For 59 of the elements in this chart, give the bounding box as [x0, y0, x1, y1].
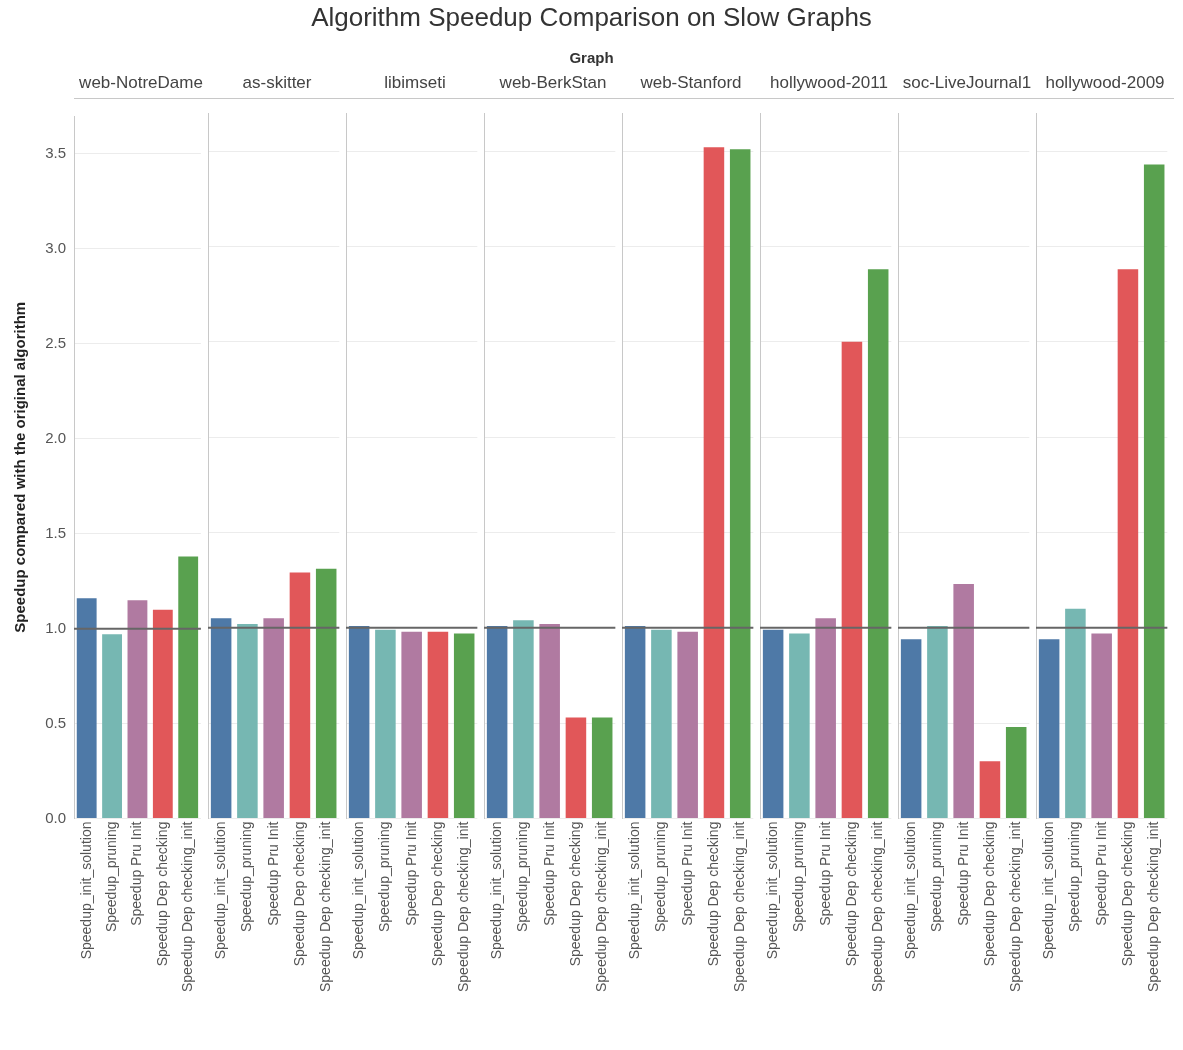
x-tick-label: Speedup_pruning: [1066, 821, 1083, 933]
x-tick-label: Speedup Dep checking: [566, 821, 583, 967]
chart-title: web-Stanford: [622, 68, 760, 99]
x-tick-label: Speedup_init_solution: [1039, 821, 1056, 960]
x-tick-label: Speedup Pru Init: [128, 821, 145, 926]
chart-title: hollywood-2011: [760, 68, 898, 99]
x-tick-label: Speedup Dep checking: [704, 821, 721, 967]
x-tick-label: Speedup Pru Init: [540, 821, 557, 926]
x-tick-label: Speedup Dep checking: [842, 821, 859, 967]
x-tick-label: Speedup Pru Init: [264, 821, 281, 926]
chart-title: web-BerkStan: [484, 68, 622, 99]
x-tick-label: Speedup Dep checking: [428, 821, 445, 967]
chart-title: hollywood-2009: [1036, 68, 1174, 99]
x-tick-label: Speedup Dep checking_init: [179, 821, 196, 993]
y-tick-label: 0.0: [45, 808, 66, 826]
x-tick-label: Speedup_pruning: [238, 821, 255, 933]
x-tick-label: Speedup Dep checking_init: [869, 821, 886, 993]
x-tick-label: Speedup Dep checking_init: [455, 821, 472, 993]
x-tick-label: Speedup_init_solution: [211, 821, 228, 960]
x-tick-label: Speedup_pruning: [376, 821, 393, 933]
chart-title: libimseti: [346, 68, 484, 99]
x-tick-label: Speedup Pru Init: [816, 821, 833, 926]
x-tick-label: Speedup_init_solution: [77, 821, 94, 960]
y-tick-label: 3.5: [45, 144, 66, 162]
x-tick-label: Speedup_init_solution: [901, 821, 918, 960]
x-tick-label: Speedup_pruning: [652, 821, 669, 933]
chart-title: web-NotreDame: [74, 68, 208, 99]
x-tick-label: Speedup Pru Init: [678, 821, 695, 926]
x-tick-label: Speedup_init_solution: [763, 821, 780, 960]
x-tick-label: Speedup Pru Init: [954, 821, 971, 926]
x-tick-label: Speedup_init_solution: [625, 821, 642, 960]
text: Algorithm Speedup Comparison on Slow Graphs: [310, 2, 873, 33]
x-tick-label: Speedup Dep checking_init: [1145, 821, 1162, 993]
x-tick-label: Speedup_pruning: [790, 821, 807, 933]
x-tick-label: Speedup_init_solution: [349, 821, 366, 960]
x-tick-label: Speedup_pruning: [514, 821, 531, 933]
chart-title: as-skitter: [208, 68, 346, 99]
y-tick-label: 2.5: [45, 333, 66, 351]
x-tick-label: Speedup_pruning: [928, 821, 945, 933]
x-tick-label: Speedup Dep checking: [153, 821, 170, 967]
chart-title: soc-LiveJournal1: [898, 68, 1036, 99]
y-axis-title: Speedup compared with the original algorithm: [11, 301, 29, 633]
y-tick-label: 1.0: [45, 618, 66, 636]
x-tick-label: Speedup Dep checking_init: [317, 821, 334, 993]
x-tick-label: Speedup Pru Init: [402, 821, 419, 926]
x-tick-label: Speedup Dep checking: [290, 821, 307, 967]
x-tick-label: Speedup Dep checking_init: [1007, 821, 1024, 993]
y-tick-label: 2.0: [45, 428, 66, 446]
y-tick-label: 0.5: [45, 713, 66, 731]
x-tick-label: Speedup Pru Init: [1092, 821, 1109, 926]
x-tick-label: Speedup Dep checking: [980, 821, 997, 967]
y-tick-label: 3.0: [45, 239, 66, 257]
x-tick-label: Speedup Dep checking_init: [731, 821, 748, 993]
x-tick-label: Speedup_pruning: [102, 821, 119, 933]
x-tick-label: Speedup Dep checking: [1118, 821, 1135, 967]
y-tick-label: 1.5: [45, 523, 66, 541]
x-tick-label: Speedup_init_solution: [487, 821, 504, 960]
x-tick-label: Speedup Dep checking_init: [593, 821, 610, 993]
text: Graph: [568, 49, 615, 66]
